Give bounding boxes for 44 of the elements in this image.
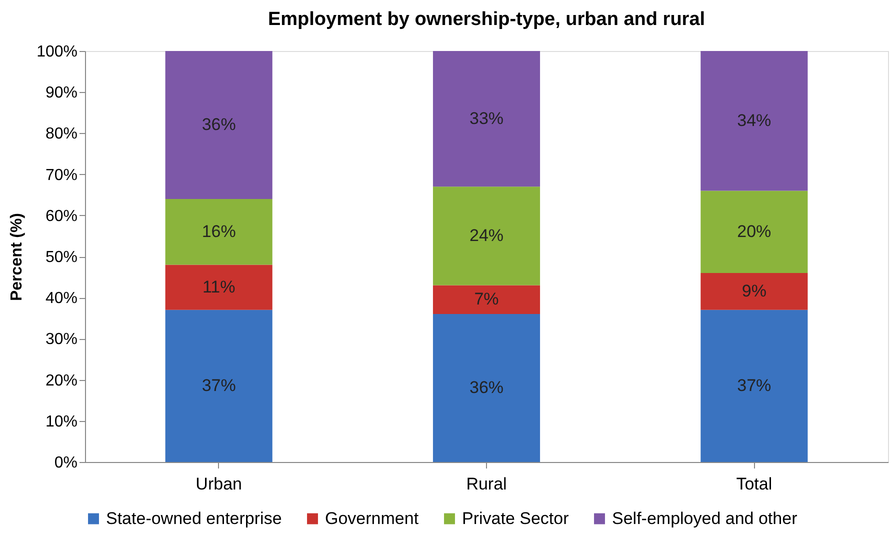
bar <box>700 51 808 191</box>
bar <box>432 186 540 286</box>
data-label: 36% <box>469 378 504 398</box>
y-tick-label: 20% <box>45 372 78 390</box>
data-label: 9% <box>742 281 766 300</box>
bar <box>165 264 272 310</box>
data-label: 20% <box>737 222 772 241</box>
data-label: 11% <box>202 277 236 296</box>
data-label: 34% <box>737 110 772 130</box>
y-tick-label: 70% <box>45 166 78 184</box>
data-label: 24% <box>469 226 504 245</box>
bar <box>165 310 272 462</box>
bar <box>700 310 808 462</box>
bar <box>432 314 540 462</box>
bar <box>432 285 540 314</box>
y-tick-label: 100% <box>36 44 78 60</box>
x-tick-label: Urban <box>196 474 242 494</box>
legend-label: State-owned enterprise <box>106 508 282 528</box>
y-tick-label: 30% <box>45 331 78 348</box>
legend-label: Self-employed and other <box>612 508 798 528</box>
y-tick-label: 50% <box>45 249 78 266</box>
legend-label: Private Sector <box>462 508 570 528</box>
y-tick-label: 0% <box>54 454 78 472</box>
data-label: 16% <box>202 222 236 241</box>
bar <box>432 51 540 187</box>
y-tick-label: 10% <box>45 413 78 430</box>
y-tick-label: 80% <box>45 126 78 143</box>
bar <box>165 198 272 265</box>
data-label: 37% <box>202 376 236 395</box>
bar <box>165 51 272 199</box>
data-label: 36% <box>202 114 236 134</box>
y-tick-label: 60% <box>45 208 78 225</box>
x-tick-label: Total <box>736 474 772 494</box>
data-label: 7% <box>474 290 499 309</box>
data-label: 33% <box>469 108 504 128</box>
data-label: 37% <box>737 376 772 395</box>
y-tick-label: 90% <box>45 84 78 102</box>
legend-label: Government <box>325 508 419 528</box>
bar <box>700 190 808 273</box>
chart-title: Employment by ownership-type, urban and rural <box>268 9 706 30</box>
bar <box>700 272 808 310</box>
x-tick-label: Rural <box>466 474 507 494</box>
y-axis-title: Percent (%) <box>8 212 26 302</box>
y-tick-label: 40% <box>45 290 78 308</box>
